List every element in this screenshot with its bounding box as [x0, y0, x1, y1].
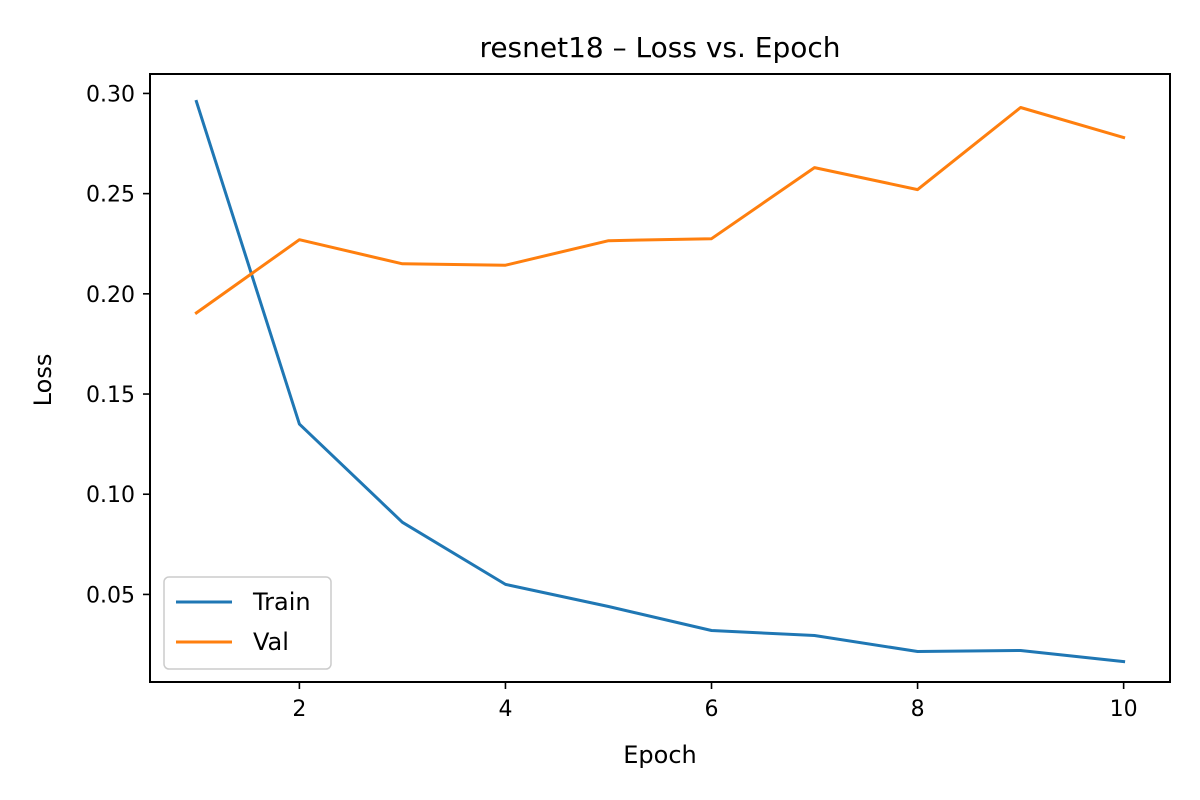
legend-box — [163, 576, 332, 670]
series-lines — [194, 99, 1126, 664]
y-axis-label: Loss — [29, 354, 57, 407]
plot-area — [149, 73, 1171, 683]
legend-label-val: Val — [253, 628, 289, 656]
series-line-train — [194, 99, 1126, 664]
y-tick-label: 0.10 — [86, 483, 135, 508]
legend: Train Val — [163, 576, 332, 670]
x-tick-label: 2 — [292, 697, 306, 722]
plot-frame — [149, 73, 1171, 683]
legend-label-train: Train — [252, 588, 311, 616]
y-axis: 0.05 0.10 0.15 0.20 0.25 0.30 — [86, 82, 150, 608]
x-tick-label: 8 — [911, 697, 925, 722]
x-tick-label: 10 — [1110, 697, 1138, 722]
y-tick-label: 0.05 — [86, 583, 135, 608]
x-axis-label: Epoch — [623, 741, 697, 769]
chart-title: resnet18 – Loss vs. Epoch — [479, 31, 840, 64]
y-tick-label: 0.25 — [86, 183, 135, 208]
x-axis: 2 4 6 8 10 — [292, 682, 1138, 722]
y-tick-label: 0.15 — [86, 383, 135, 408]
series-line-val — [194, 106, 1126, 315]
x-tick-label: 6 — [705, 697, 719, 722]
y-tick-label: 0.20 — [86, 283, 135, 308]
y-tick-label: 0.30 — [86, 82, 135, 107]
x-tick-label: 4 — [498, 697, 512, 722]
